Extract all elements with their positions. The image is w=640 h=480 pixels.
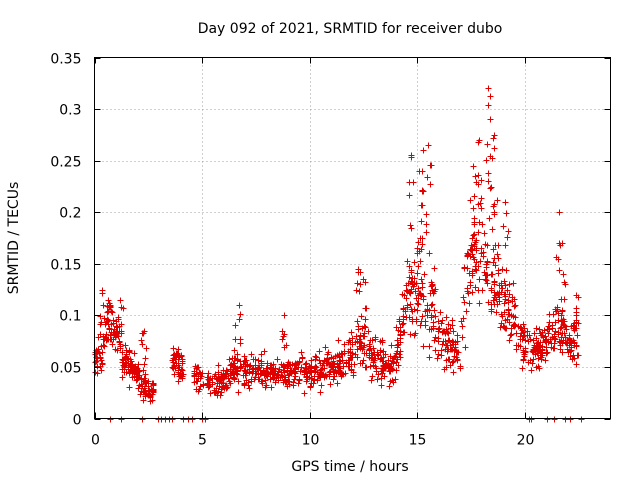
y-tick-label: 0.05 bbox=[50, 361, 81, 377]
y-tick-label: 0.35 bbox=[50, 52, 81, 68]
y-tick-label: 0.3 bbox=[59, 103, 81, 119]
x-tick-label: 0 bbox=[91, 433, 100, 449]
y-tick-label: 0.25 bbox=[50, 155, 81, 171]
data-points bbox=[92, 85, 585, 423]
x-tick-label: 15 bbox=[409, 433, 427, 449]
chart-title: Day 092 of 2021, SRMTID for receiver dub… bbox=[198, 21, 503, 37]
y-axis-label: SRMTID / TECUs bbox=[6, 182, 22, 295]
y-tick-label: 0.1 bbox=[59, 309, 81, 325]
x-tick-label: 10 bbox=[302, 433, 320, 449]
scatter-markers bbox=[92, 85, 585, 423]
x-axis-label: GPS time / hours bbox=[291, 459, 408, 475]
axis-ticks: 0 0.05 0.1 0.15 0.2 0.25 0.3 0.35 0 5 10 15 20 bbox=[50, 52, 611, 449]
y-tick-label: 0.15 bbox=[50, 258, 81, 274]
y-tick-label: 0 bbox=[73, 413, 82, 429]
plot-frame bbox=[94, 57, 611, 419]
x-tick-label: 5 bbox=[198, 433, 207, 449]
x-tick-label: 20 bbox=[517, 433, 535, 449]
y-tick-label: 0.2 bbox=[59, 206, 81, 222]
